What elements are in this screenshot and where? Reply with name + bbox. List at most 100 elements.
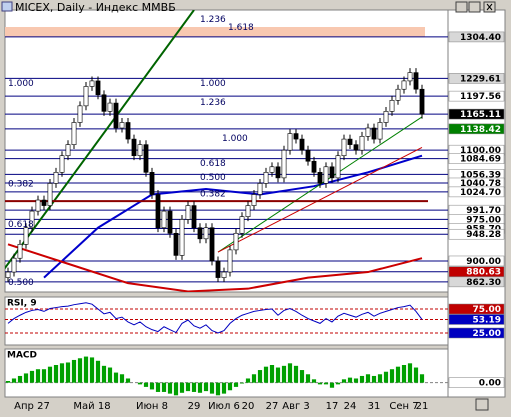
candle-body — [341, 138, 347, 157]
candle-body — [233, 232, 239, 251]
candle-body — [113, 102, 119, 129]
candle-body — [155, 194, 161, 229]
candle-body — [281, 149, 287, 179]
macd-bar — [89, 357, 95, 383]
candle-body — [377, 122, 383, 140]
macd-bar — [269, 365, 275, 383]
macd-bar — [11, 378, 17, 383]
candle-body — [215, 260, 221, 278]
window-icon — [1, 1, 13, 12]
candle-body — [35, 199, 41, 212]
macd-bar — [365, 374, 371, 383]
y-tick-label: 1084.69 — [460, 155, 501, 165]
macd-bar — [215, 382, 221, 396]
macd-bar — [35, 369, 41, 383]
y-tick-label: 900.00 — [466, 257, 501, 267]
candle-body — [119, 122, 125, 129]
y-tick-box — [448, 123, 505, 135]
macd-bar — [311, 379, 317, 383]
candle-body — [329, 166, 335, 179]
candle-body — [317, 172, 323, 184]
minimize-button[interactable] — [455, 1, 468, 13]
macd-bar — [413, 367, 419, 383]
macd-bar — [71, 359, 77, 383]
macd-bar — [335, 382, 341, 385]
macd-bar — [203, 382, 209, 392]
scroll-button[interactable] — [475, 398, 489, 411]
candle-body — [323, 166, 329, 184]
macd-bar — [179, 382, 185, 393]
fib-label: 0.382 — [8, 179, 34, 189]
rsi-line — [7, 302, 423, 334]
y-tick-box — [448, 276, 505, 288]
candle-body — [53, 172, 59, 184]
candle-body — [173, 232, 179, 256]
zone-band — [5, 27, 425, 37]
candle-body — [89, 80, 95, 87]
candle-body — [359, 136, 365, 151]
candle-body — [167, 210, 173, 234]
candle-body — [191, 205, 197, 229]
macd-bar — [275, 367, 281, 383]
x-tick-label: Июн 8 — [136, 401, 168, 412]
y-tick-box — [448, 153, 505, 164]
macd-bar — [293, 365, 299, 383]
candle-body — [335, 155, 341, 179]
macd-bar — [389, 369, 395, 383]
macd-bar — [77, 358, 83, 383]
macd-bar — [113, 372, 119, 383]
macd-bar — [359, 375, 365, 383]
close-icon — [486, 3, 493, 11]
y-tick-label: 862.30 — [466, 278, 501, 288]
candle-body — [389, 100, 395, 112]
window-buttons — [455, 1, 496, 13]
fib-label: 1.618 — [228, 23, 254, 33]
macd-bar — [5, 381, 11, 383]
candle-body — [197, 227, 203, 240]
candle-body — [383, 111, 389, 123]
y-tick-box — [448, 31, 505, 43]
candle-body — [95, 80, 101, 96]
y-tick-box — [448, 303, 505, 315]
macd-bar — [149, 382, 155, 390]
macd-bar — [125, 378, 131, 383]
x-tick-label: Июл 6 — [208, 401, 240, 412]
candle-body — [77, 105, 83, 123]
maximize-button[interactable] — [468, 1, 481, 13]
y-tick-label: 880.63 — [466, 268, 501, 278]
candle-body — [251, 194, 257, 206]
fib-label: 1.236 — [200, 98, 226, 108]
plot-area — [5, 302, 448, 334]
candle-body — [23, 227, 29, 245]
y-tick-box — [448, 255, 505, 267]
plot-area — [5, 356, 448, 396]
plot-area: 1.000 1.000 1.236 1.000 0.618 0.500 0.382 0.382… — [5, 10, 448, 292]
overlay-line — [7, 243, 423, 292]
macd-bar — [95, 360, 101, 383]
macd-bar — [41, 369, 47, 383]
y-tick-label: 991.70 — [466, 206, 501, 216]
y-tick-box — [448, 228, 505, 240]
fib-label: 1.000 — [8, 79, 34, 89]
overlay-line — [5, 10, 195, 270]
candle-body — [41, 199, 47, 206]
macd-bar — [323, 382, 329, 385]
candle-body — [371, 127, 377, 140]
y-tick-label: 1056.39 — [460, 170, 501, 180]
candle-body — [347, 138, 353, 145]
y-tick-label: 53.19 — [473, 315, 501, 325]
y-tick-label: 0.00 — [479, 379, 501, 389]
macd-bar — [401, 365, 407, 383]
candle-body — [131, 138, 137, 157]
price-panel — [4, 9, 449, 293]
y-tick-box — [448, 90, 505, 102]
candle-body — [401, 80, 407, 90]
macd-bar — [173, 382, 179, 396]
candle-body — [125, 122, 131, 140]
macd-bar — [239, 382, 245, 384]
y-tick-box — [448, 73, 505, 84]
candle-body — [11, 257, 17, 273]
macd-bar — [161, 382, 167, 392]
